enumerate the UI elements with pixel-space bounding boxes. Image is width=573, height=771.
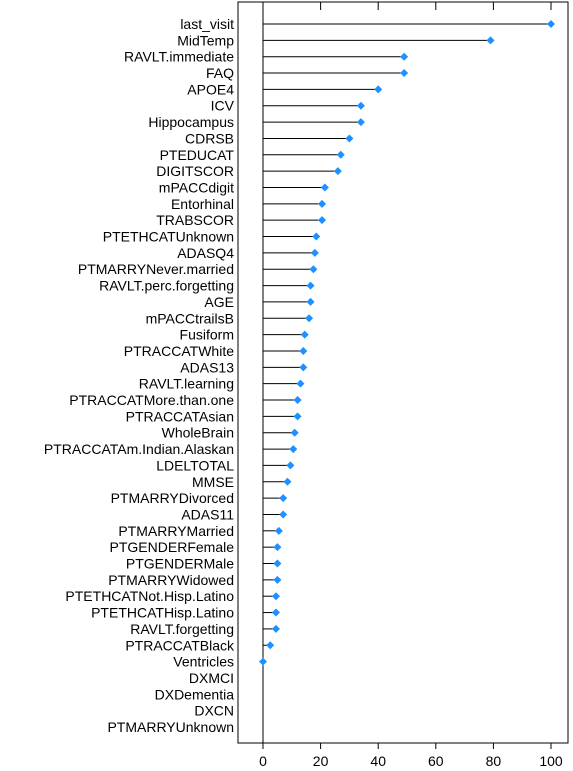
importance-point <box>279 494 288 503</box>
category-label: PTETHCATUnknown <box>103 229 234 245</box>
category-label: DIGITSCOR <box>156 163 234 179</box>
category-label: PTRACCATWhite <box>124 343 234 359</box>
importance-point <box>273 575 282 584</box>
category-label: PTGENDERFemale <box>110 539 235 555</box>
category-label: MidTemp <box>177 32 234 48</box>
category-label: mPACCtrailsB <box>146 310 234 326</box>
category-label: ICV <box>211 98 235 114</box>
importance-point <box>293 412 302 421</box>
importance-point <box>289 445 298 454</box>
category-label: FAQ <box>206 65 234 81</box>
importance-point <box>259 657 267 666</box>
importance-point <box>336 150 345 159</box>
plot-area <box>237 1 569 744</box>
category-label: PTETHCATNot.Hisp.Latino <box>65 588 234 604</box>
importance-point <box>356 118 365 127</box>
category-label: PTMARRYMarried <box>118 523 234 539</box>
importance-point <box>273 543 282 552</box>
importance-point <box>299 363 308 372</box>
category-label: WholeBrain <box>162 425 234 441</box>
category-label: CDRSB <box>185 130 234 146</box>
importance-point <box>293 396 302 405</box>
x-tick-label: 20 <box>313 753 329 769</box>
importance-point <box>374 85 383 94</box>
category-label: DXDementia <box>155 686 235 702</box>
category-label: Ventricles <box>173 654 234 670</box>
x-tick-label: 80 <box>486 753 502 769</box>
category-label: RAVLT.learning <box>139 376 234 392</box>
category-label: last_visit <box>180 16 234 32</box>
category-label: ADASQ4 <box>177 245 234 261</box>
importance-point <box>296 379 305 388</box>
importance-point <box>306 297 315 306</box>
plot-frame <box>237 1 569 744</box>
category-label: Hippocampus <box>148 114 234 130</box>
importance-point <box>400 52 409 61</box>
x-tick-label: 40 <box>370 753 386 769</box>
category-label: PTMARRYDivorced <box>111 490 234 506</box>
importance-point <box>271 624 280 633</box>
category-label: PTETHCATHisp.Latino <box>91 605 234 621</box>
importance-point <box>486 36 495 45</box>
importance-point <box>300 330 309 339</box>
importance-point <box>547 20 555 28</box>
importance-point <box>274 526 283 535</box>
importance-point <box>312 232 321 241</box>
category-label: PTRACCATBlack <box>125 637 235 653</box>
importance-point <box>306 281 315 290</box>
category-label: PTRACCATAm.Indian.Alaskan <box>44 441 234 457</box>
importance-point <box>309 265 318 274</box>
importance-point <box>310 248 319 257</box>
importance-point <box>400 69 409 78</box>
category-label: PTEDUCAT <box>160 147 235 163</box>
importance-point <box>279 510 288 519</box>
category-label: AGE <box>204 294 234 310</box>
category-label: RAVLT.perc.forgetting <box>99 278 234 294</box>
importance-point <box>320 183 329 192</box>
importance-point <box>356 101 365 110</box>
category-label: TRABSCOR <box>156 212 234 228</box>
x-tick-label: 100 <box>539 753 563 769</box>
importance-point <box>305 314 314 323</box>
importance-point <box>286 461 295 470</box>
category-label: mPACCdigit <box>159 179 234 195</box>
category-label: PTRACCATAsian <box>126 408 234 424</box>
category-label: PTMARRYWidowed <box>108 572 234 588</box>
category-labels: last_visitMidTempRAVLT.immediateFAQAPOE4… <box>44 16 235 735</box>
category-label: RAVLT.forgetting <box>130 621 234 637</box>
importance-point <box>283 477 292 486</box>
category-label: PTRACCATMore.than.one <box>69 392 234 408</box>
importance-point <box>345 134 354 143</box>
importance-point <box>266 641 275 650</box>
category-label: APOE4 <box>187 81 234 97</box>
category-label: DXCN <box>194 703 234 719</box>
category-label: Fusiform <box>180 327 234 343</box>
category-label: ADAS13 <box>180 359 234 375</box>
category-label: PTGENDERMale <box>126 556 234 572</box>
importance-point <box>290 428 299 437</box>
category-label: DXMCI <box>189 670 234 686</box>
category-label: ADAS11 <box>181 506 234 522</box>
x-axis: 0 20 40 60 80 100 <box>259 2 563 769</box>
importance-point <box>299 346 308 355</box>
importance-point <box>271 608 280 617</box>
category-label: Entorhinal <box>171 196 234 212</box>
category-label: LDELTOTAL <box>156 457 234 473</box>
importance-point <box>273 559 282 568</box>
importance-point <box>271 592 280 601</box>
importance-point <box>318 199 327 208</box>
category-label: MMSE <box>192 474 234 490</box>
importance-point <box>333 167 342 176</box>
category-label: PTMARRYNever.married <box>78 261 234 277</box>
x-tick-label: 60 <box>428 753 444 769</box>
category-label: PTMARRYUnknown <box>107 719 234 735</box>
x-tick-label: 0 <box>259 753 267 769</box>
importance-point <box>318 216 327 225</box>
category-label: RAVLT.immediate <box>124 49 234 65</box>
